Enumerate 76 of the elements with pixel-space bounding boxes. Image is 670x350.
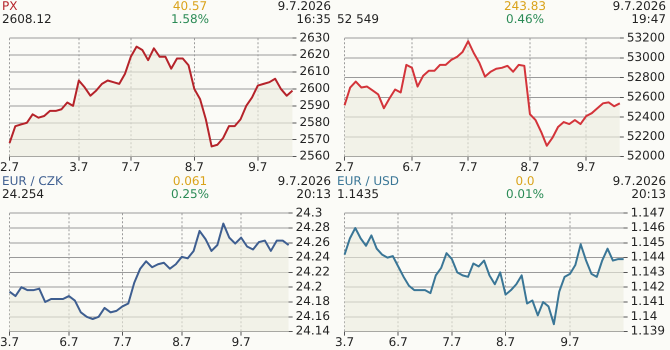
text: 19:47 (631, 12, 666, 26)
text: 9.7.2026 (612, 0, 666, 13)
y-tick-label: 1.143 (630, 264, 666, 279)
y-tick-label: 1.14 (630, 308, 658, 323)
x-tick-label: 9.7 (248, 160, 268, 174)
y-tick-label: 24.14 (296, 324, 330, 338)
y-tick-label: 52800 (626, 70, 666, 84)
text: 0.25% (170, 187, 210, 201)
x-tick-label: 3.7 (69, 160, 88, 174)
x-tick-label: 8.7 (184, 160, 204, 174)
y-tick-label: 1.146 (630, 220, 666, 234)
x-tick-label: 6.7 (388, 334, 408, 349)
chart-title: PX (2, 0, 18, 13)
text: 40.57 (172, 0, 208, 13)
x-tick-label: 8.7 (520, 160, 540, 174)
y-tick-label: 24.26 (296, 234, 330, 249)
chart-title: EUR / CZK (2, 174, 63, 188)
y-tick-label: 52600 (626, 90, 666, 104)
y-tick-label: 2610 (299, 64, 330, 78)
y-tick-label: 1.139 (630, 324, 666, 338)
y-tick-label: 24.24 (296, 250, 330, 264)
text: 16:35 (296, 12, 331, 26)
y-tick-label: 1.141 (630, 294, 666, 308)
x-tick-label: 6.7 (59, 334, 78, 349)
text: 0.061 (172, 174, 208, 188)
x-tick-label: 9.7 (576, 160, 596, 174)
chart-title: EUR / USD (337, 174, 400, 188)
y-tick-label: 2570 (299, 132, 330, 146)
y-tick-label: 52200 (626, 128, 666, 143)
x-tick-label: 7.7 (458, 160, 478, 174)
y-tick-label: 24.18 (296, 294, 330, 308)
text: 1.58% (170, 12, 210, 26)
y-tick-label: 2590 (299, 98, 330, 112)
y-tick-label: 24.22 (296, 264, 330, 279)
text: 0.46% (504, 12, 546, 26)
x-tick-label: 2.7 (334, 160, 354, 174)
x-tick-label: 9.7 (560, 334, 580, 349)
x-tick-label: 6.7 (402, 160, 422, 174)
x-tick-label: 7.7 (112, 334, 132, 349)
text: 9.7.2026 (278, 0, 331, 13)
x-tick-label: 8.7 (172, 334, 192, 349)
x-tick-label: 8.7 (496, 334, 516, 349)
x-tick-label: 9.7 (232, 334, 251, 349)
y-tick-label: 53000 (626, 50, 666, 64)
y-tick-label: 24.16 (296, 308, 330, 323)
text: 2608.12 (2, 12, 52, 26)
x-tick-label: 3.7 (0, 334, 20, 349)
y-tick-label: 24.3 (296, 205, 322, 220)
y-tick-label: 2630 (299, 30, 330, 44)
text: 24.254 (2, 187, 44, 201)
y-tick-label: 2620 (299, 47, 330, 62)
y-tick-label: 2560 (299, 148, 330, 163)
text: 20:13 (631, 187, 666, 201)
y-tick-label: 24.2 (296, 279, 322, 294)
y-tick-label: 52400 (626, 109, 666, 124)
y-tick-label: 52000 (626, 148, 666, 163)
y-tick-label: 2600 (299, 81, 330, 96)
text: 243.83 (503, 0, 547, 13)
x-tick-label: 2.7 (0, 160, 20, 174)
y-tick-label: 1.144 (630, 250, 666, 264)
text: 0.01% (504, 187, 546, 201)
text: 9.7.2026 (612, 174, 666, 188)
y-tick-label: 1.142 (630, 279, 666, 294)
text: 9.7.2026 (278, 174, 331, 188)
y-tick-label: 2580 (299, 114, 330, 129)
y-tick-label: 1.147 (630, 205, 666, 220)
x-tick-label: 7.7 (121, 160, 140, 174)
y-tick-label: 1.145 (630, 234, 666, 249)
x-tick-label: 7.7 (442, 334, 462, 349)
y-tick-label: 24.28 (296, 220, 330, 234)
y-tick-label: 53200 (626, 30, 666, 44)
x-tick-label: 3.7 (334, 334, 354, 349)
text: 0.0 (514, 174, 536, 188)
text: 52 549 (337, 12, 379, 26)
text: 20:13 (296, 187, 331, 201)
text: 1.1435 (337, 187, 379, 201)
